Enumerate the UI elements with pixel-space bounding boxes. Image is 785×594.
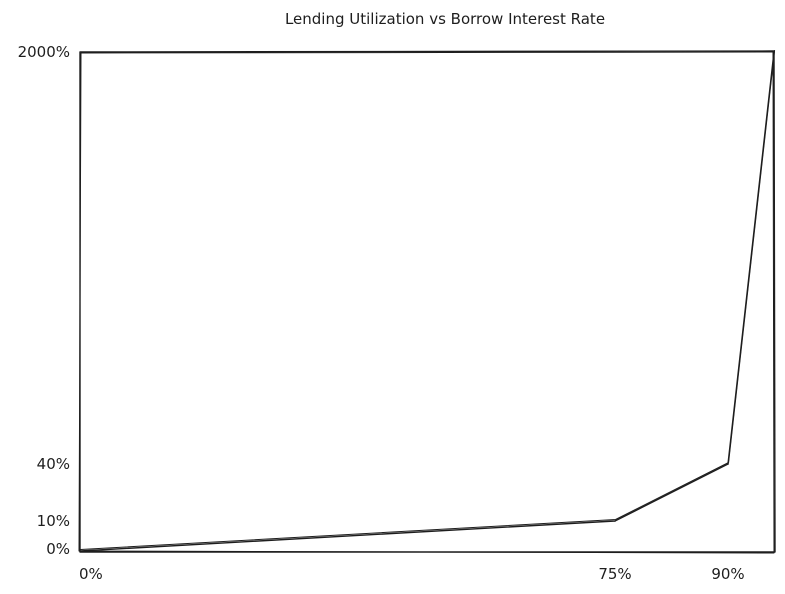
x-tick-label: 0% xyxy=(79,565,103,583)
data-point xyxy=(79,550,81,552)
series-line xyxy=(80,50,776,550)
y-tick-label: 40% xyxy=(37,455,70,473)
x-tick-label: 90% xyxy=(711,565,744,583)
data-point xyxy=(773,51,775,53)
x-tick-label: 75% xyxy=(598,565,631,583)
y-tick-label: 2000% xyxy=(18,43,70,61)
chart-title: Lending Utilization vs Borrow Interest R… xyxy=(285,10,605,28)
plot-frame xyxy=(78,50,776,554)
series-line xyxy=(79,51,775,552)
y-tick-label: 10% xyxy=(37,512,70,530)
data-point xyxy=(727,463,729,465)
y-tick-label: 0% xyxy=(46,540,70,558)
data-point xyxy=(614,520,616,522)
